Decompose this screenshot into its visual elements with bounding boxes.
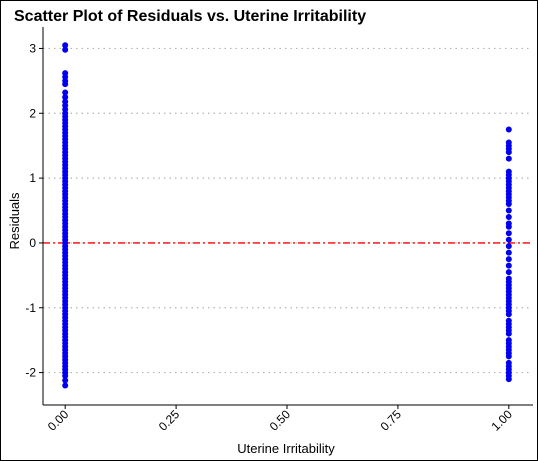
data-point xyxy=(505,223,512,230)
data-point xyxy=(62,89,69,96)
data-point xyxy=(505,207,512,214)
data-point xyxy=(505,376,512,383)
x-tick-label: 0.25 xyxy=(156,407,183,434)
y-tick-label: -2 xyxy=(25,366,36,380)
y-tick-label: 2 xyxy=(29,106,36,120)
chart-title: Scatter Plot of Residuals vs. Uterine Ir… xyxy=(14,8,366,25)
data-point xyxy=(62,42,69,49)
data-point xyxy=(505,236,512,243)
data-point xyxy=(505,262,512,269)
x-tick-label: 0.75 xyxy=(378,407,405,434)
axes xyxy=(42,27,533,406)
y-axis-title: Residuals xyxy=(7,192,22,250)
data-points xyxy=(62,42,512,389)
data-point xyxy=(505,330,512,337)
data-point xyxy=(505,214,512,220)
data-point xyxy=(505,249,512,256)
y-tick-label: 0 xyxy=(29,236,36,250)
x-axis-title: Uterine Irritability xyxy=(237,441,335,456)
y-tick-label: 3 xyxy=(29,41,36,55)
x-tick-label: 0.50 xyxy=(267,407,294,434)
data-point xyxy=(505,155,512,162)
data-point xyxy=(505,230,512,237)
data-point xyxy=(62,46,69,53)
data-point xyxy=(505,149,512,156)
x-axis-ticks: 0.00 0.25 0.50 0.75 1.00 xyxy=(45,405,515,434)
grid-lines xyxy=(43,47,531,374)
x-tick-label: 0.00 xyxy=(45,407,72,434)
y-tick-label: -1 xyxy=(25,301,36,315)
y-axis-ticks: -2 -1 0 1 2 3 xyxy=(25,41,43,380)
x-tick-label: 1.00 xyxy=(489,407,516,434)
data-point xyxy=(62,94,69,101)
data-point xyxy=(505,311,512,318)
data-point xyxy=(62,372,69,379)
y-tick-label: 1 xyxy=(29,171,36,185)
data-point xyxy=(62,377,69,384)
data-point xyxy=(505,256,512,263)
data-point xyxy=(505,126,512,133)
data-point xyxy=(505,201,512,208)
data-point xyxy=(62,382,69,389)
data-point xyxy=(505,353,512,360)
data-point xyxy=(62,81,69,88)
data-point xyxy=(505,269,512,276)
data-point xyxy=(505,243,512,250)
